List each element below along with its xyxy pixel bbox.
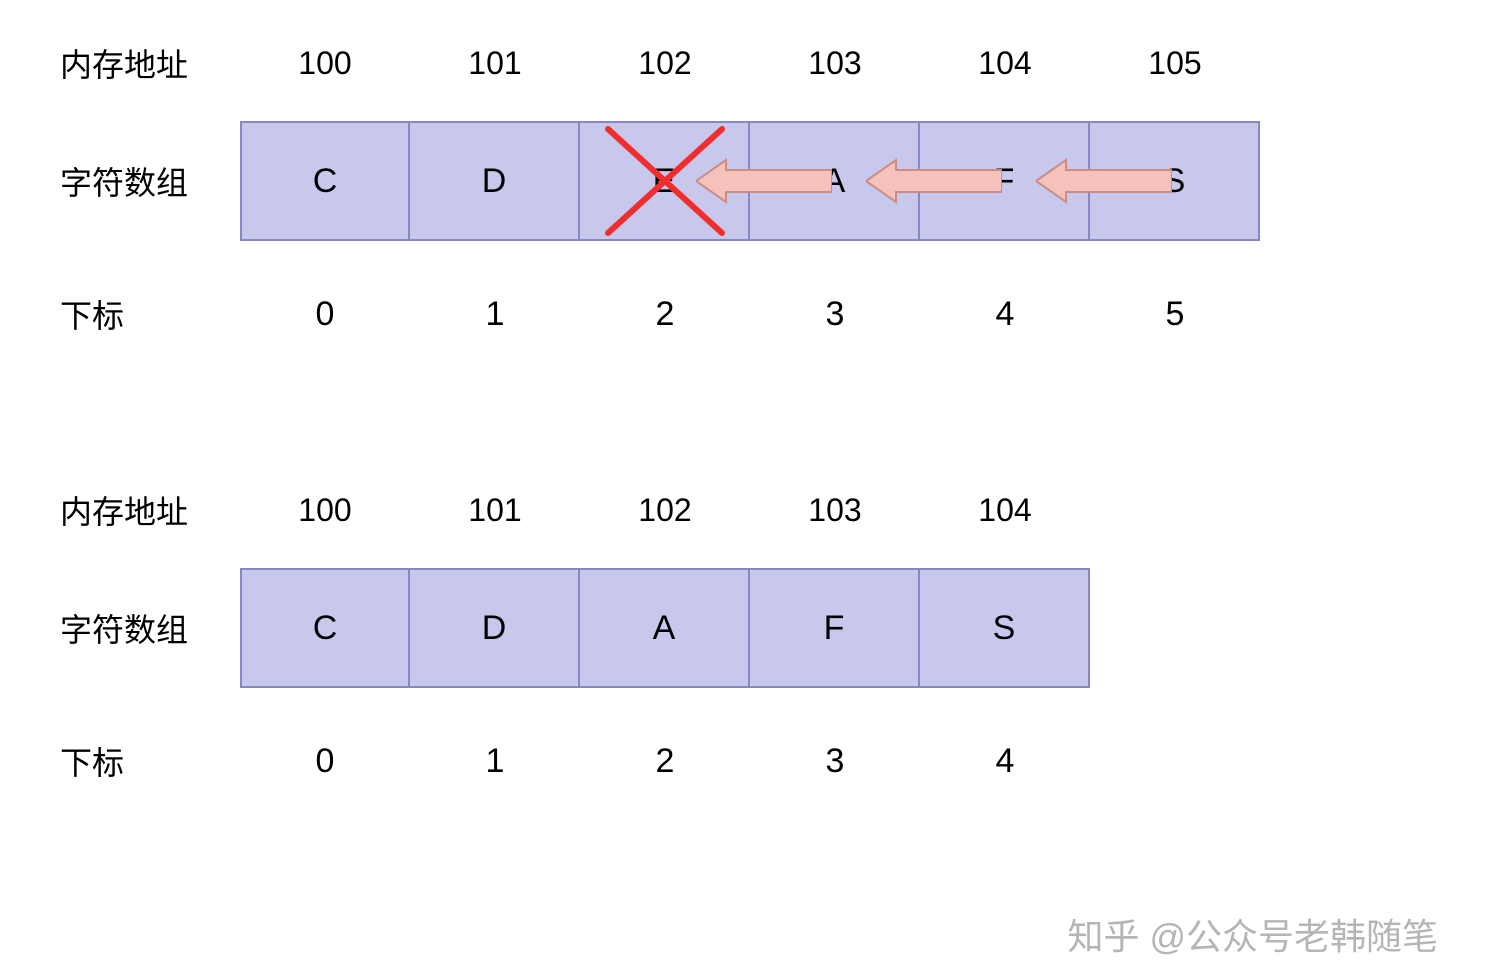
address-value: 100 [240, 492, 410, 529]
array-cell: A [580, 568, 750, 688]
memory-address-row-2: 内存地址 100101102103104 [60, 487, 1438, 533]
array-cell: A [750, 121, 920, 241]
address-value: 102 [580, 492, 750, 529]
cell-value: S [993, 609, 1016, 648]
watermark: 知乎 @公众号老韩随笔 [1067, 908, 1438, 960]
array-cell: C [240, 121, 410, 241]
cell-value: E [653, 162, 676, 201]
index-value: 4 [920, 295, 1090, 334]
array-cell: E [580, 121, 750, 241]
address-value: 104 [920, 492, 1090, 529]
cell-value: A [823, 162, 846, 201]
array-cell: F [920, 121, 1090, 241]
address-value: 101 [410, 492, 580, 529]
cell-value: F [994, 162, 1015, 201]
address-list-1: 100101102103104105 [240, 45, 1260, 82]
index-value: 0 [240, 742, 410, 781]
index-value: 5 [1090, 295, 1260, 334]
array-cell: F [750, 568, 920, 688]
index-value: 4 [920, 742, 1090, 781]
array-cell: S [920, 568, 1090, 688]
array-cell: D [410, 121, 580, 241]
cell-value: S [1163, 162, 1186, 201]
index-value: 3 [750, 742, 920, 781]
index-value: 0 [240, 295, 410, 334]
array-cells-2: CDAFS [240, 568, 1090, 688]
address-value: 103 [750, 45, 920, 82]
memory-address-label-2: 内存地址 [60, 487, 240, 533]
address-list-2: 100101102103104 [240, 492, 1090, 529]
array-cell: S [1090, 121, 1260, 241]
cell-value: C [313, 609, 338, 648]
index-row-2: 下标 01234 [60, 738, 1438, 784]
array-cell: C [240, 568, 410, 688]
index-value: 2 [580, 295, 750, 334]
index-list-2: 01234 [240, 742, 1090, 781]
cell-value: F [824, 609, 845, 648]
address-value: 105 [1090, 45, 1260, 82]
cell-value: D [482, 162, 507, 201]
address-value: 101 [410, 45, 580, 82]
address-value: 103 [750, 492, 920, 529]
array-label-1: 字符数组 [60, 158, 240, 204]
index-row-1: 下标 012345 [60, 291, 1438, 337]
index-label-1: 下标 [60, 291, 240, 337]
cell-value: D [482, 609, 507, 648]
index-value: 3 [750, 295, 920, 334]
array-row-2: 字符数组 C D A F S [60, 568, 1438, 688]
array-label-2: 字符数组 [60, 605, 240, 651]
array-cell: D [410, 568, 580, 688]
index-value: 1 [410, 295, 580, 334]
array-cells-1: CDEAFS [240, 121, 1260, 241]
index-value: 1 [410, 742, 580, 781]
array-row-1: 字符数组 C D E A F S [60, 121, 1438, 241]
cell-value: A [653, 609, 676, 648]
diagram-before-deletion: 内存地址 100101102103104105 字符数组 CDEAFS 下标 0… [60, 40, 1438, 337]
index-label-2: 下标 [60, 738, 240, 784]
index-value: 2 [580, 742, 750, 781]
address-value: 100 [240, 45, 410, 82]
address-value: 102 [580, 45, 750, 82]
diagram-after-deletion: 内存地址 100101102103104 字符数组 CDAFS 下标 01234 [60, 487, 1438, 784]
cell-value: C [313, 162, 338, 201]
address-value: 104 [920, 45, 1090, 82]
index-list-1: 012345 [240, 295, 1260, 334]
memory-address-label-1: 内存地址 [60, 40, 240, 86]
memory-address-row-1: 内存地址 100101102103104105 [60, 40, 1438, 86]
